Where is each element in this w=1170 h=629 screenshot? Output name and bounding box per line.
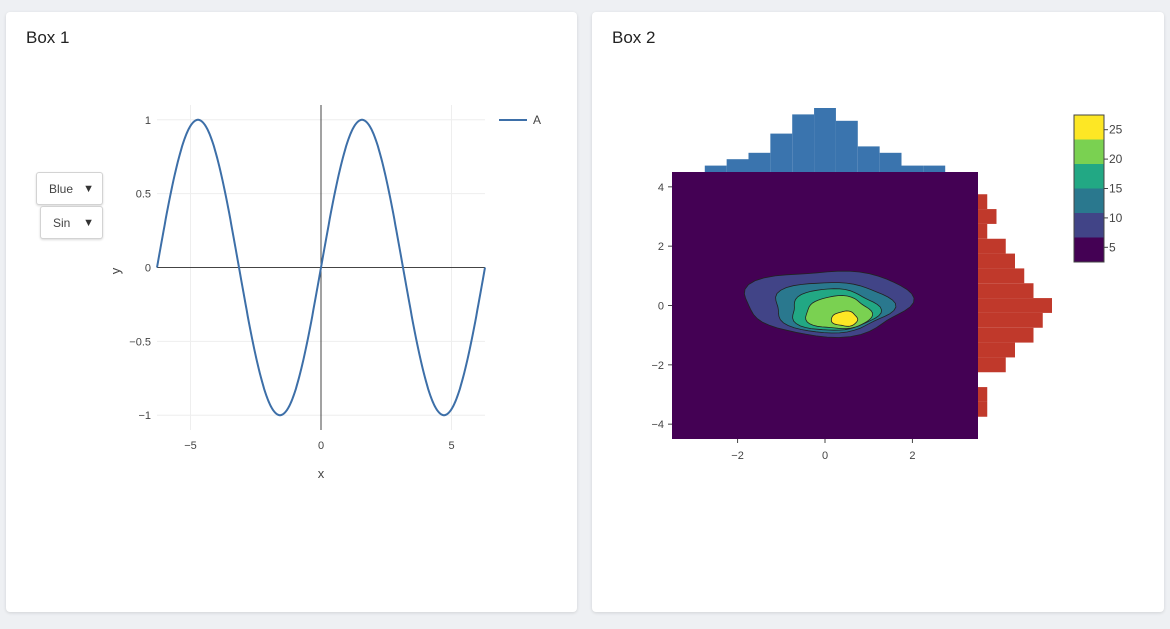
x-histogram-bar — [814, 108, 836, 172]
y-tick-label: −1 — [138, 410, 151, 422]
y-histogram-bar — [978, 194, 988, 210]
colorbar-tick-label: 25 — [1109, 123, 1123, 137]
y-tick-label: 4 — [658, 182, 664, 194]
x-axis-label: x — [318, 466, 325, 481]
y-histogram — [978, 194, 1052, 417]
y-histogram-bar — [978, 401, 988, 417]
x-histogram-bar — [726, 159, 749, 172]
x-histogram-bar — [770, 133, 793, 172]
y-tick-label: 0 — [145, 263, 151, 275]
contour-level — [830, 310, 859, 327]
legend-label: A — [533, 113, 541, 127]
colorbar-segment — [1074, 213, 1104, 238]
colorbar: 25 20 15 10 5 — [1073, 114, 1123, 263]
y-histogram-bar — [978, 357, 1006, 373]
legend[interactable]: A — [499, 113, 541, 127]
box-1-title: Box 1 — [26, 28, 70, 47]
y-tick-label: 0 — [658, 301, 664, 313]
y-axis-label: y — [108, 267, 123, 274]
x-tick-label: −5 — [184, 440, 197, 452]
box-2-title: Box 2 — [612, 28, 656, 47]
x-tick-label: 0 — [822, 450, 828, 462]
colorbar-segment — [1074, 115, 1104, 140]
colorbar-segment — [1074, 188, 1104, 213]
y-histogram-bar — [978, 209, 997, 224]
y-tick-label: −4 — [651, 419, 664, 431]
x-histogram-bar — [835, 120, 858, 172]
colorbar-tick-label: 15 — [1109, 182, 1123, 196]
function-dropdown[interactable]: Sin ▼ — [40, 206, 103, 239]
x-histogram-bar — [923, 165, 946, 172]
function-dropdown-label: Sin — [53, 215, 71, 230]
color-dropdown[interactable]: Blue ▼ — [36, 172, 103, 205]
colorbar-tick-label: 20 — [1109, 152, 1123, 166]
colorbar-segment — [1074, 164, 1104, 189]
x-tick-label: 0 — [318, 440, 324, 452]
x-tick-label: −2 — [731, 450, 744, 462]
y-histogram-bar — [978, 342, 1015, 358]
colorbar-tick-label: 10 — [1109, 211, 1123, 225]
y-tick-label: −2 — [651, 360, 664, 372]
y-histogram-bar — [978, 312, 1043, 328]
y-histogram-bar — [978, 223, 988, 239]
colorbar-segment — [1074, 139, 1104, 164]
y-tick-label: −0.5 — [129, 336, 151, 348]
x-histogram-bar — [792, 114, 815, 172]
box-1-panel: Box 1 Blue ▼ Sin ▼ 1 0.5 0 −0.5 −1 −5 0 5 x y A — [6, 12, 577, 612]
colorbar-segment — [1074, 237, 1104, 262]
y-histogram-bar — [978, 387, 988, 402]
y-histogram-bar — [978, 238, 1006, 254]
y-tick-label: 2 — [658, 241, 664, 253]
chevron-down-icon: ▼ — [83, 182, 94, 195]
y-histogram-bar — [978, 253, 1015, 269]
x-histogram-bar — [748, 152, 771, 172]
x-histogram-bar — [879, 152, 902, 172]
y-histogram-bar — [978, 298, 1052, 313]
x-histogram — [704, 108, 946, 172]
colorbar-tick-label: 5 — [1109, 240, 1116, 254]
x-histogram-bar — [704, 165, 727, 172]
chevron-down-icon: ▼ — [83, 216, 94, 229]
x-tick-label: 2 — [909, 450, 915, 462]
y-histogram-bar — [978, 327, 1034, 343]
x-histogram-bar — [857, 146, 880, 172]
contour-levels — [743, 270, 915, 338]
box-2-panel: Box 2 −2 0 2 4 2 0 −2 −4 25 20 15 10 5 — [592, 12, 1164, 612]
y-histogram-bar — [978, 268, 1025, 284]
x-tick-label: 5 — [448, 440, 454, 452]
series-a-line — [156, 118, 486, 417]
x-histogram-bar — [901, 165, 924, 172]
y-histogram-bar — [978, 283, 1034, 299]
y-tick-label: 1 — [145, 115, 151, 127]
line-chart: 1 0.5 0 −0.5 −1 −5 0 5 x y A — [108, 105, 541, 481]
y-tick-label: 0.5 — [136, 189, 151, 201]
color-dropdown-label: Blue — [49, 181, 74, 196]
